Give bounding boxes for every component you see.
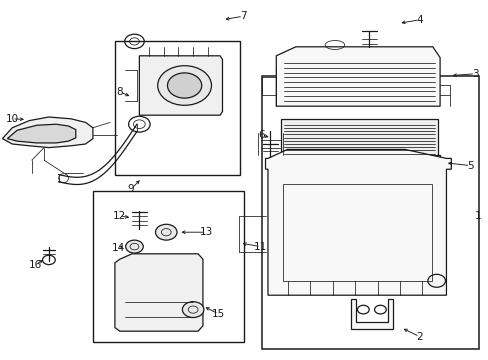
Polygon shape [2, 117, 93, 148]
Text: 12: 12 [113, 211, 126, 221]
Text: 13: 13 [199, 227, 213, 237]
Text: 11: 11 [253, 242, 267, 252]
Bar [93, 191, 244, 342]
Polygon shape [350, 299, 392, 329]
Text: 3: 3 [471, 69, 478, 79]
Polygon shape [115, 254, 203, 331]
Circle shape [157, 66, 211, 105]
Text: 1: 1 [474, 211, 481, 221]
Circle shape [125, 240, 143, 253]
Text: 9: 9 [127, 184, 134, 194]
Bar [281, 119, 437, 157]
Bar [282, 184, 431, 281]
Polygon shape [265, 149, 450, 295]
Text: 10: 10 [6, 114, 19, 124]
Text: 7: 7 [239, 11, 246, 21]
Bar [261, 76, 478, 349]
Circle shape [167, 73, 201, 98]
Polygon shape [7, 124, 76, 143]
Text: 4: 4 [415, 15, 422, 25]
Text: 2: 2 [415, 332, 422, 342]
Polygon shape [276, 47, 439, 106]
Text: 16: 16 [29, 260, 42, 270]
Text: 15: 15 [211, 309, 225, 319]
Polygon shape [139, 56, 222, 115]
Bar [115, 41, 239, 175]
Bar [278, 155, 439, 160]
Text: 14: 14 [111, 243, 125, 253]
Text: 6: 6 [258, 130, 264, 140]
Circle shape [155, 224, 177, 240]
Text: 5: 5 [466, 161, 473, 171]
Circle shape [182, 302, 203, 318]
Text: 8: 8 [116, 87, 123, 97]
